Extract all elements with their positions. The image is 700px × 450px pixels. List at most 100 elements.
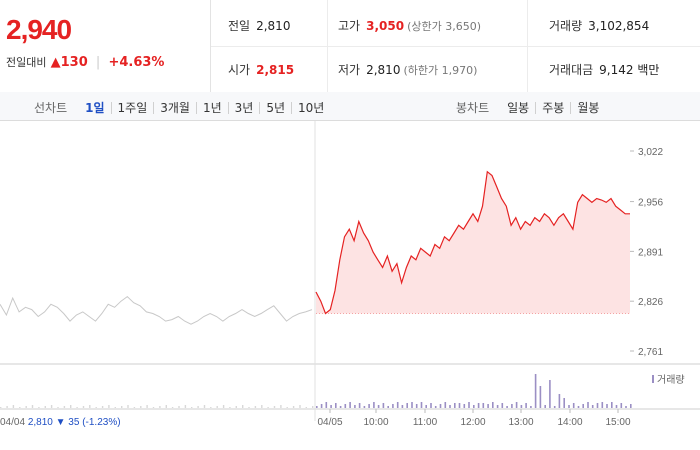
- volume-bar: [511, 404, 513, 408]
- x-tick-label: 15:00: [605, 417, 630, 428]
- volume-bar: [439, 404, 442, 408]
- prev-volume-bar: [95, 407, 97, 408]
- prev-volume-bar: [178, 406, 180, 408]
- volume-bar: [630, 404, 632, 408]
- volume-bar: [411, 402, 413, 408]
- tab-3m[interactable]: 3개월: [154, 101, 197, 114]
- stat-open: 시가 2,815: [228, 63, 295, 77]
- prev-volume-bar: [267, 407, 269, 408]
- volume-bar: [396, 402, 399, 408]
- volume-bar: [577, 406, 580, 408]
- tab-1w[interactable]: 1주일: [112, 101, 155, 114]
- tab-daily[interactable]: 일봉: [501, 101, 537, 114]
- volume-bar: [420, 402, 423, 408]
- prev-volume-bar: [133, 407, 136, 408]
- volume-bar: [558, 394, 561, 408]
- prev-volume-bar: [44, 406, 46, 408]
- prev-volume-bar: [114, 407, 116, 408]
- y-tick-label: 2,826: [638, 297, 663, 308]
- prev-volume-bar: [299, 405, 301, 408]
- prev-volume-bar: [242, 405, 244, 408]
- volume-bar: [534, 374, 537, 408]
- tab-1y[interactable]: 1년: [197, 101, 229, 114]
- volume-bar: [458, 403, 461, 408]
- prev-volume-bar: [222, 405, 225, 408]
- prev-volume-bar: [191, 407, 193, 408]
- volume-bar: [501, 403, 504, 408]
- volume-bar: [373, 402, 375, 408]
- volume-bar: [568, 405, 570, 408]
- volume-bar: [316, 406, 318, 408]
- prev-volume-bar: [101, 406, 104, 408]
- volume-bar: [349, 402, 351, 408]
- line-chart-tabs: 선차트 1일 1주일 3개월 1년 3년 5년 10년: [34, 99, 330, 116]
- volume-bar: [482, 403, 485, 408]
- volume-bar: [606, 404, 608, 408]
- tab-3y[interactable]: 3년: [229, 101, 261, 114]
- prev-volume-bar: [171, 407, 174, 408]
- today-price-line: [315, 170, 630, 315]
- tab-5y[interactable]: 5년: [260, 101, 293, 114]
- tab-10y[interactable]: 10년: [298, 100, 325, 115]
- prev-volume-bar: [203, 405, 206, 408]
- prev-volume-bar: [184, 405, 187, 408]
- line-chart-label: 선차트: [34, 101, 68, 115]
- y-tick-label: 2,956: [638, 198, 663, 209]
- prev-volume-bar: [70, 405, 72, 408]
- prev-volume-bar: [248, 407, 250, 408]
- stats-divider-h: [211, 46, 700, 47]
- price-chart[interactable]: 3,022 2,956 2,891 2,826 2,761 거래량 04/05 10:00 11…: [0, 121, 700, 450]
- volume-bar: [492, 402, 494, 408]
- volume-legend-swatch: [652, 375, 654, 383]
- volume-bar: [368, 404, 370, 408]
- volume-bar: [601, 402, 604, 408]
- y-tick-label: 3,022: [638, 147, 663, 158]
- prev-volume-bar: [216, 406, 218, 408]
- x-tick-label: 14:00: [557, 417, 582, 428]
- volume-bar: [591, 405, 594, 408]
- prev-volume-bar: [76, 407, 78, 408]
- prev-volume-bar: [121, 406, 123, 408]
- change-label: 전일대비: [6, 56, 47, 69]
- x-tick-label: 11:00: [413, 417, 438, 428]
- tab-monthly[interactable]: 월봉: [577, 100, 600, 115]
- tab-1d[interactable]: 1일: [79, 101, 112, 114]
- prev-volume-bar: [12, 405, 15, 408]
- volume-bar: [387, 406, 389, 408]
- tab-weekly[interactable]: 주봉: [536, 101, 572, 114]
- volume-bar: [525, 403, 527, 408]
- prev-volume-bar: [63, 406, 66, 408]
- volume-bar: [572, 403, 575, 408]
- prev-volume-bar: [280, 405, 282, 408]
- candle-chart-tabs: 봉차트 일봉 주봉 월봉: [456, 99, 605, 116]
- prev-volume-bar: [82, 406, 85, 408]
- volume-bar: [539, 386, 542, 408]
- prev-volume-bar: [127, 405, 129, 408]
- volume-bar: [325, 402, 328, 408]
- quote-summary: 2,940 전일대비 ▲130 | +4.63% 전일 2,810 고가 3,050…: [0, 0, 700, 93]
- up-arrow-icon: ▲: [50, 55, 61, 70]
- prev-volume-bar: [38, 407, 40, 408]
- prev-day-price-line: [0, 295, 313, 325]
- volume-bar: [596, 403, 599, 408]
- volume-bar: [615, 405, 618, 408]
- change-percent: +4.63%: [108, 55, 165, 70]
- prev-volume-bar: [159, 406, 161, 408]
- prev-volume-bar: [261, 405, 263, 408]
- prev-volume-bar: [31, 405, 34, 408]
- volume-bar: [425, 405, 427, 408]
- volume-bar: [620, 403, 623, 408]
- volume-bar: [553, 406, 556, 408]
- volume-bar: [530, 406, 532, 408]
- volume-bar: [430, 403, 432, 408]
- prev-volume-bar: [235, 406, 237, 408]
- y-tick-label: 2,891: [638, 247, 663, 258]
- stat-low: 저가 2,810 (하한가 1,970): [338, 63, 478, 77]
- prev-volume-bar: [165, 405, 167, 408]
- x-tick-label: 04/05: [317, 417, 342, 428]
- volume-bar: [320, 404, 323, 408]
- prev-volume-bar: [0, 407, 2, 408]
- prev-day-pct: (-1.23%): [82, 417, 120, 428]
- prev-volume-bar: [6, 406, 8, 408]
- volume-bar: [444, 402, 447, 408]
